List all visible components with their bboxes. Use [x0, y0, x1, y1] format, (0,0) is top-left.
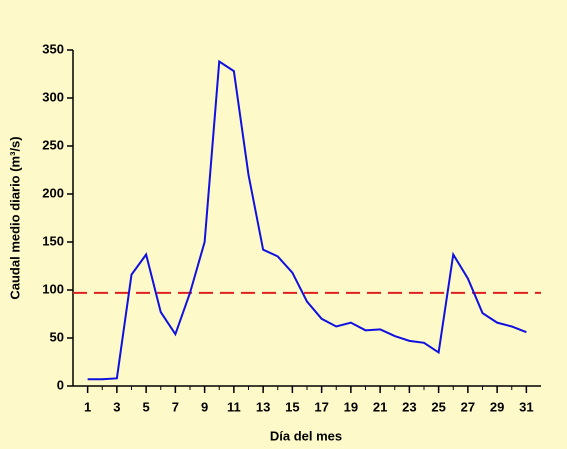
- y-tick-label: 0: [57, 377, 64, 392]
- x-tick-label: 7: [172, 399, 179, 414]
- x-axis-label: Día del mes: [270, 428, 342, 443]
- x-tick-label: 5: [143, 399, 150, 414]
- y-tick-label: 200: [42, 185, 64, 200]
- x-tick-label: 9: [201, 399, 208, 414]
- y-tick-label: 250: [42, 137, 64, 152]
- y-tick-label: 150: [42, 233, 64, 248]
- x-tick-label: 13: [256, 399, 270, 414]
- y-tick-label: 100: [42, 281, 64, 296]
- data-line: [87, 59, 527, 381]
- x-tick-label: 21: [373, 399, 387, 414]
- x-tick-label: 23: [402, 399, 416, 414]
- x-tick-label: 1: [84, 399, 91, 414]
- x-tick-label: 11: [227, 399, 241, 414]
- x-tick-label: 29: [490, 399, 504, 414]
- y-tick-label: 350: [42, 41, 64, 56]
- x-tick-label: 31: [519, 399, 533, 414]
- x-tick-label: 25: [431, 399, 445, 414]
- x-tick-label: 3: [113, 399, 120, 414]
- x-tick-label: 15: [285, 399, 299, 414]
- y-tick-label: 300: [42, 89, 64, 104]
- y-axis-label: Caudal medio diario (m³/s): [7, 136, 22, 299]
- x-tick-label: 19: [344, 399, 358, 414]
- x-tick-label: 17: [314, 399, 328, 414]
- y-tick-label: 50: [50, 329, 64, 344]
- x-tick-label: 27: [461, 399, 475, 414]
